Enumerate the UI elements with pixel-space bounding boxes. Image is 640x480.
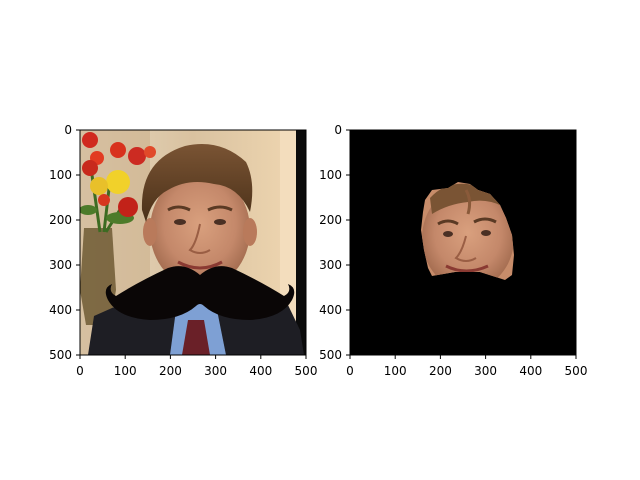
panel2-x-tick-label: 500 <box>565 364 588 378</box>
panel1-x-tick-label: 300 <box>204 364 227 378</box>
panel-masked-face: 0 100 200 300 400 500 0 100 200 300 400 … <box>319 123 587 378</box>
panel2-x-tick-label: 400 <box>519 364 542 378</box>
panel1-y-tick-label: 300 <box>49 258 72 272</box>
panel1-x-tick-label: 100 <box>114 364 137 378</box>
panel2-x-tick-label: 0 <box>346 364 354 378</box>
panel2-y-tick-label: 100 <box>319 168 342 182</box>
panel1-y-tick-label: 0 <box>64 123 72 137</box>
panel1-frame <box>79 129 307 356</box>
panel2-y-tick-label: 300 <box>319 258 342 272</box>
panel2-y-ticks <box>346 129 350 356</box>
panel1-y-tick-label: 400 <box>49 303 72 317</box>
panel1-x-tick-label: 200 <box>159 364 182 378</box>
panel2-x-tick-label: 100 <box>384 364 407 378</box>
photo-original <box>80 130 306 355</box>
panel1-y-tick-label: 500 <box>49 348 72 362</box>
panel1-x-tick-label: 400 <box>249 364 272 378</box>
panel2-y-tick-label: 400 <box>319 303 342 317</box>
panel1-x-tick-label: 0 <box>76 364 84 378</box>
panel1-y-ticks <box>76 129 80 356</box>
panel2-x-ticks <box>349 355 577 359</box>
panel1-y-tick-label: 100 <box>49 168 72 182</box>
panel1-x-ticks <box>79 355 307 359</box>
panel2-y-tick-label: 200 <box>319 213 342 227</box>
panel2-y-tick-label: 500 <box>319 348 342 362</box>
panel2-x-tick-label: 200 <box>429 364 452 378</box>
panel-original-with-mustache: 0 100 200 300 400 500 0 100 200 300 400 … <box>49 123 317 378</box>
visible-face-region <box>421 182 514 280</box>
flowers <box>82 132 156 217</box>
panel2-frame <box>349 129 577 356</box>
panel2-y-tick-label: 0 <box>334 123 342 137</box>
panel1-x-tick-label: 500 <box>295 364 318 378</box>
panel1-y-tick-label: 200 <box>49 213 72 227</box>
mustache-overlay <box>105 266 295 320</box>
panel2-x-tick-label: 300 <box>474 364 497 378</box>
